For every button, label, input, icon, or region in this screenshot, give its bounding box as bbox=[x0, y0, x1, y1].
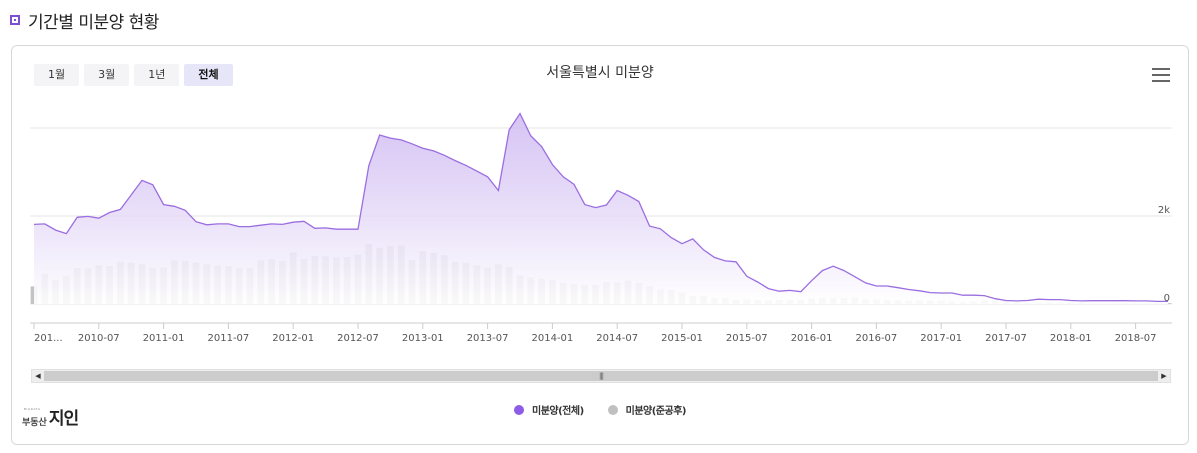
y-tick-label-2k: 2k bbox=[1158, 205, 1170, 216]
chart-legend: 미분양(전체) 미분양(준공후) bbox=[12, 402, 1188, 417]
x-tick-label-7: 2013-07 bbox=[467, 333, 509, 344]
x-tick-label-10: 2015-01 bbox=[661, 333, 703, 344]
x-tick-label-6: 2013-01 bbox=[402, 333, 444, 344]
scroll-left-arrow-icon[interactable]: ◀ bbox=[35, 372, 41, 380]
x-tick-label-5: 2012-07 bbox=[337, 333, 379, 344]
scrollbar-thumb[interactable]: ||| bbox=[44, 371, 1158, 381]
logo-sub-text: BIGDATA bbox=[24, 407, 41, 411]
x-tick-label-3: 2011-07 bbox=[208, 333, 250, 344]
legend-dot-total-icon bbox=[514, 404, 524, 415]
brand-logo: BIGDATA 부동산 지인 bbox=[22, 407, 79, 429]
x-tick-label-9: 2014-07 bbox=[596, 333, 638, 344]
line-total-series bbox=[33, 112, 1168, 303]
scroll-grip-icon: ||| bbox=[598, 372, 604, 380]
range-button-1y[interactable]: 1년 bbox=[134, 64, 180, 86]
chart-title: 서울특별시 미분양 bbox=[546, 65, 654, 81]
legend-label-total: 미분양(전체) bbox=[532, 406, 584, 417]
logo-small-text: 부동산 bbox=[22, 418, 47, 428]
legend-item-post-completion[interactable]: 미분양(준공후) bbox=[607, 402, 687, 417]
range-button-all[interactable]: 전체 bbox=[184, 64, 233, 86]
legend-dot-post-icon bbox=[607, 404, 618, 415]
x-tick-label-12: 2016-01 bbox=[791, 333, 833, 344]
range-selector: 1월 3월 1년 전체 bbox=[34, 64, 233, 86]
x-tick-label-14: 2017-01 bbox=[920, 333, 962, 344]
chart-scrollbar[interactable]: ◀ ||| ▶ bbox=[31, 369, 1171, 383]
scroll-right-arrow-icon[interactable]: ▶ bbox=[1161, 372, 1167, 380]
x-tick-label-17: 2018-07 bbox=[1115, 333, 1157, 344]
x-tick-label-11: 2015-07 bbox=[726, 333, 768, 344]
x-tick-label-1: 2010-07 bbox=[78, 333, 120, 344]
x-tick-label-16: 2018-01 bbox=[1050, 333, 1092, 344]
section-header: 기간별 미분양 현황 bbox=[10, 8, 159, 33]
x-tick-label-15: 2017-07 bbox=[985, 333, 1027, 344]
x-tick-label-13: 2016-07 bbox=[856, 333, 898, 344]
chart-plot-area: 201... 2010-07 2011-01 2011-07 2012-01 2012-0… bbox=[30, 112, 1172, 344]
hamburger-menu-icon[interactable] bbox=[1152, 68, 1170, 84]
x-tick-label-0: 201... bbox=[34, 333, 63, 344]
legend-item-total[interactable]: 미분양(전체) bbox=[514, 402, 584, 417]
x-tick-label-4: 2012-01 bbox=[272, 333, 314, 344]
x-tick-label-2: 2011-01 bbox=[143, 333, 185, 344]
logo-big-text: 지인 bbox=[48, 409, 79, 429]
chart-card: 1월 3월 1년 전체 서울특별시 미분양 201... 2010-07 2011-… bbox=[11, 45, 1189, 445]
section-title: 기간별 미분양 현황 bbox=[28, 12, 159, 33]
y-tick-label-0: 0 bbox=[1164, 293, 1170, 304]
area-total-fill bbox=[34, 113, 1168, 304]
x-tick-label-8: 2014-01 bbox=[532, 333, 574, 344]
range-button-3m[interactable]: 3월 bbox=[84, 64, 130, 86]
legend-label-post-completion: 미분양(준공후) bbox=[625, 406, 687, 417]
section-bullet-icon bbox=[10, 15, 20, 25]
range-button-1m[interactable]: 1월 bbox=[34, 64, 80, 86]
